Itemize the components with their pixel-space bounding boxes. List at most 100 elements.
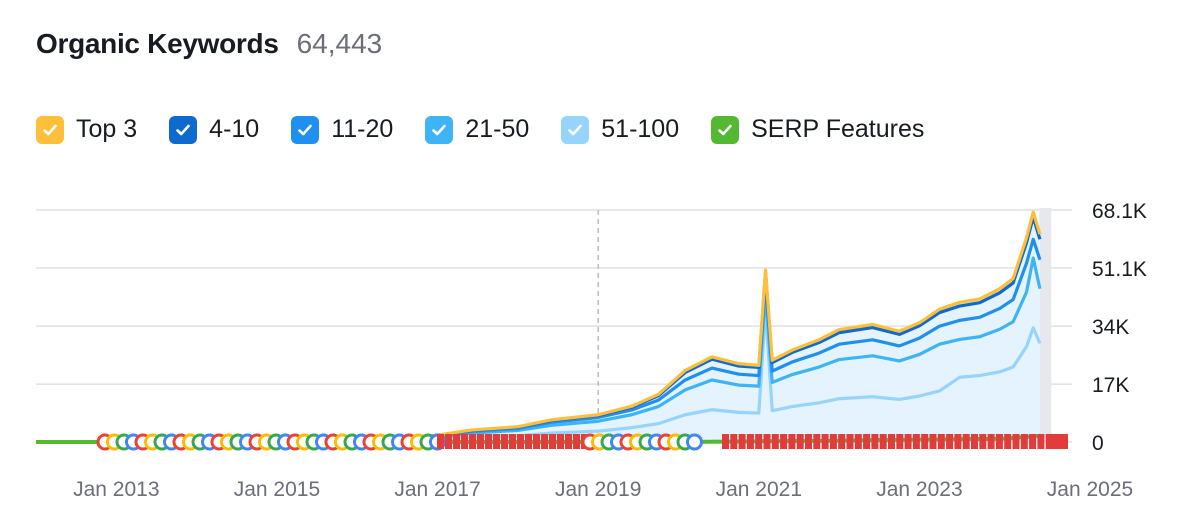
flag-icon[interactable] xyxy=(533,434,540,449)
keyword-total: 64,443 xyxy=(296,28,383,59)
flag-icon[interactable] xyxy=(469,434,476,449)
y-tick-label: 0 xyxy=(1092,432,1104,455)
flag-icon[interactable] xyxy=(1020,434,1028,449)
legend-item-serp-features[interactable]: SERP Features xyxy=(711,115,924,144)
flag-icon[interactable] xyxy=(838,434,846,449)
flag-icon[interactable] xyxy=(962,434,970,449)
y-tick-label: 51.1K xyxy=(1092,258,1147,281)
x-tick-label: Jan 2013 xyxy=(73,478,159,501)
flag-icon[interactable] xyxy=(912,434,920,449)
check-icon xyxy=(711,115,740,144)
y-tick-label: 34K xyxy=(1092,316,1129,339)
flag-icon[interactable] xyxy=(863,434,871,449)
serp-markers xyxy=(96,433,1068,451)
flag-icon[interactable] xyxy=(557,434,564,449)
flag-icon[interactable] xyxy=(453,434,460,449)
legend-label: 51-100 xyxy=(601,115,680,143)
flag-icon[interactable] xyxy=(896,434,904,449)
check-icon xyxy=(425,115,454,144)
flag-icon[interactable] xyxy=(485,434,492,449)
legend-label: 4-10 xyxy=(209,115,260,143)
flag-icon[interactable] xyxy=(461,434,468,449)
flag-icon[interactable] xyxy=(854,434,862,449)
flag-icon[interactable] xyxy=(501,434,508,449)
flag-icon[interactable] xyxy=(549,434,556,449)
flag-icon[interactable] xyxy=(730,434,738,449)
flag-icon[interactable] xyxy=(829,434,837,449)
check-icon xyxy=(169,115,198,144)
flag-icon[interactable] xyxy=(879,434,887,449)
flag-icon[interactable] xyxy=(477,434,484,449)
flag-icon[interactable] xyxy=(437,434,444,449)
flag-icon[interactable] xyxy=(755,434,763,449)
legend-item-top-3[interactable]: Top 3 xyxy=(36,115,137,144)
flag-icon[interactable] xyxy=(722,434,729,449)
flag-icon[interactable] xyxy=(509,434,516,449)
widget-header: Organic Keywords 64,443 xyxy=(36,28,382,60)
flag-icon[interactable] xyxy=(1037,434,1045,449)
flag-icon[interactable] xyxy=(946,434,954,449)
x-tick-label: Jan 2023 xyxy=(876,478,962,501)
legend-item-4-10[interactable]: 4-10 xyxy=(169,115,259,144)
x-axis: Jan 2013 Jan 2015 Jan 2017 Jan 2019 Jan 2021… xyxy=(73,478,1133,501)
check-icon xyxy=(291,115,320,144)
flag-icon[interactable] xyxy=(1004,434,1012,449)
x-tick-label: Jan 2019 xyxy=(555,478,641,501)
legend-label: 21-50 xyxy=(465,115,530,143)
legend-item-51-100[interactable]: 51-100 xyxy=(561,115,679,144)
flag-icon[interactable] xyxy=(573,434,580,449)
flag-icon[interactable] xyxy=(1050,434,1068,449)
flag-icon[interactable] xyxy=(796,434,804,449)
x-tick-label: Jan 2015 xyxy=(234,478,320,501)
flag-icon[interactable] xyxy=(788,434,796,449)
flag-icon[interactable] xyxy=(565,434,572,449)
flag-icon[interactable] xyxy=(921,434,929,449)
flag-icon[interactable] xyxy=(995,434,1003,449)
y-tick-label: 17K xyxy=(1092,374,1129,397)
check-icon xyxy=(561,115,590,144)
flag-icon[interactable] xyxy=(780,434,788,449)
flag-icon[interactable] xyxy=(904,434,912,449)
flag-icon[interactable] xyxy=(541,434,548,449)
widget-title: Organic Keywords xyxy=(36,28,279,59)
flag-icon[interactable] xyxy=(771,434,779,449)
flag-icon[interactable] xyxy=(1029,434,1037,449)
flag-icon[interactable] xyxy=(821,434,829,449)
flag-icon[interactable] xyxy=(445,434,452,449)
legend: Top 3 4-10 11-20 21-50 51-100 SERP Featu… xyxy=(36,115,956,144)
flag-icon[interactable] xyxy=(1045,434,1053,449)
flag-icon[interactable] xyxy=(971,434,978,449)
flag-icon[interactable] xyxy=(746,434,754,449)
flag-icon[interactable] xyxy=(1012,434,1020,449)
flag-icon[interactable] xyxy=(493,434,500,449)
area-fill xyxy=(36,212,1040,442)
check-icon xyxy=(36,115,64,144)
flag-icon[interactable] xyxy=(525,434,532,449)
flag-icon[interactable] xyxy=(738,434,746,449)
legend-item-21-50[interactable]: 21-50 xyxy=(425,115,529,144)
flag-icon[interactable] xyxy=(979,434,987,449)
google-g-icon[interactable] xyxy=(686,433,703,451)
x-tick-label: Jan 2025 xyxy=(1047,478,1133,501)
legend-label: Top 3 xyxy=(76,115,138,143)
y-tick-label: 68.1K xyxy=(1092,200,1147,223)
flag-icon[interactable] xyxy=(871,434,879,449)
flag-icon[interactable] xyxy=(813,434,821,449)
current-period-highlight xyxy=(1039,208,1052,442)
legend-item-11-20[interactable]: 11-20 xyxy=(291,115,393,144)
flag-icon[interactable] xyxy=(763,434,771,449)
x-tick-label: Jan 2017 xyxy=(394,478,480,501)
y-axis: 68.1K 51.1K 34K 17K 0 xyxy=(1092,200,1147,455)
flag-icon[interactable] xyxy=(937,434,945,449)
flag-icon[interactable] xyxy=(846,434,854,449)
flag-icon[interactable] xyxy=(954,434,962,449)
legend-label: SERP Features xyxy=(751,115,925,143)
flag-icon[interactable] xyxy=(987,434,995,449)
x-tick-label: Jan 2021 xyxy=(716,478,802,501)
flag-icon[interactable] xyxy=(805,434,812,449)
legend-label: 11-20 xyxy=(331,115,394,143)
flag-icon[interactable] xyxy=(929,434,937,449)
flag-icon[interactable] xyxy=(517,434,524,449)
flag-icon[interactable] xyxy=(888,434,895,449)
